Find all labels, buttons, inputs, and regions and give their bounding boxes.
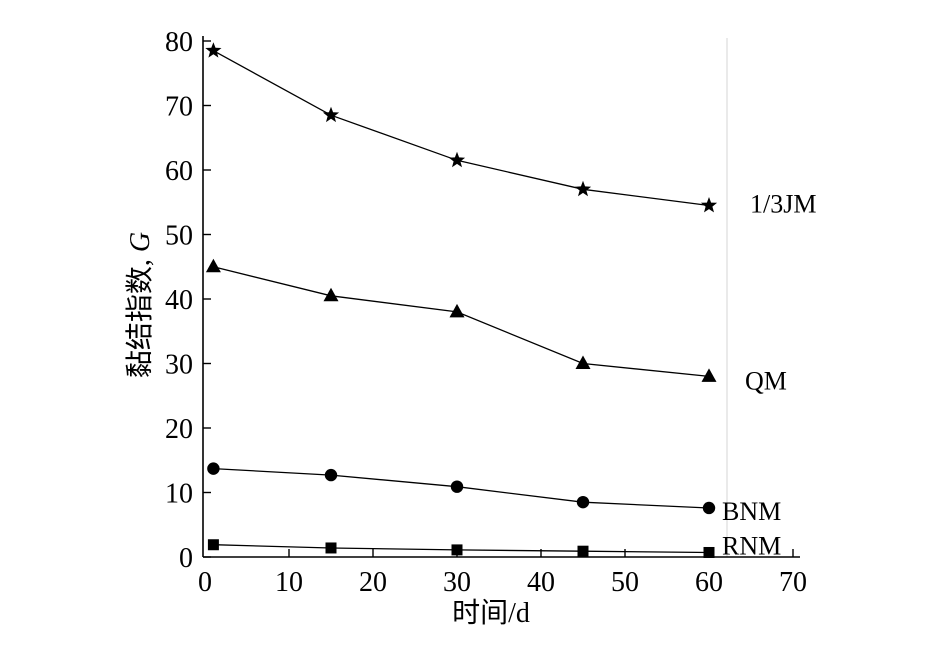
point-rnm — [451, 544, 463, 556]
series-label-rnm: RNM — [722, 531, 781, 560]
x-ticks: 0 10 20 30 40 50 60 70 — [198, 549, 807, 598]
x-tick-label: 10 — [275, 567, 303, 598]
point-qm — [701, 368, 717, 382]
x-tick-label: 70 — [779, 567, 807, 598]
series-layer: 1/3JM QM BNM RNM — [205, 42, 816, 560]
series-label-bnm: BNM — [722, 497, 781, 526]
point-bnm — [450, 480, 464, 493]
series-1-3jm: 1/3JM — [205, 42, 816, 218]
point-1-3jm — [574, 180, 592, 197]
y-axis-label-symbol: G — [125, 232, 156, 252]
point-1-3jm — [448, 151, 466, 168]
x-tick-label: 30 — [443, 567, 471, 598]
y-axis-label: 黏结指数, G — [124, 232, 156, 378]
y-tick-label: 20 — [165, 414, 193, 445]
x-tick-label: 0 — [198, 567, 212, 598]
x-axis-label: 时间/d — [452, 597, 530, 629]
y-tick-label: 40 — [165, 285, 193, 316]
series-bnm: BNM — [207, 462, 781, 526]
point-rnm — [703, 546, 715, 558]
y-tick-label: 60 — [165, 156, 193, 187]
point-bnm — [207, 462, 220, 475]
y-tick-label: 30 — [165, 350, 193, 381]
point-qm — [205, 258, 221, 273]
point-rnm — [325, 542, 337, 554]
x-tick-label: 60 — [695, 567, 723, 598]
y-tick-label: 10 — [165, 479, 193, 510]
point-qm — [575, 355, 591, 369]
y-tick-label: 50 — [165, 221, 193, 252]
point-rnm — [207, 539, 219, 551]
point-1-3jm — [322, 106, 340, 123]
x-tick-label: 40 — [527, 567, 555, 598]
point-1-3jm — [205, 42, 222, 58]
point-1-3jm — [700, 197, 718, 213]
x-tick-label: 50 — [611, 567, 639, 598]
series-qm: QM — [205, 258, 787, 395]
y-tick-label: 70 — [165, 92, 193, 123]
y-tick-label: 80 — [165, 27, 193, 58]
point-qm — [449, 303, 465, 318]
y-axis-label-text: 黏结指数, — [124, 252, 156, 378]
series-label-1-3jm: 1/3JM — [750, 189, 816, 218]
point-qm — [323, 287, 339, 302]
y-ticks: 0 10 20 30 40 50 60 70 80 — [165, 27, 211, 574]
point-bnm — [576, 495, 590, 509]
x-tick-label: 20 — [359, 567, 387, 598]
point-rnm — [577, 545, 589, 557]
point-bnm — [324, 468, 338, 482]
series-rnm: RNM — [207, 531, 781, 560]
point-bnm — [702, 501, 716, 515]
series-label-qm: QM — [745, 366, 787, 395]
y-tick-label: 0 — [179, 543, 193, 574]
